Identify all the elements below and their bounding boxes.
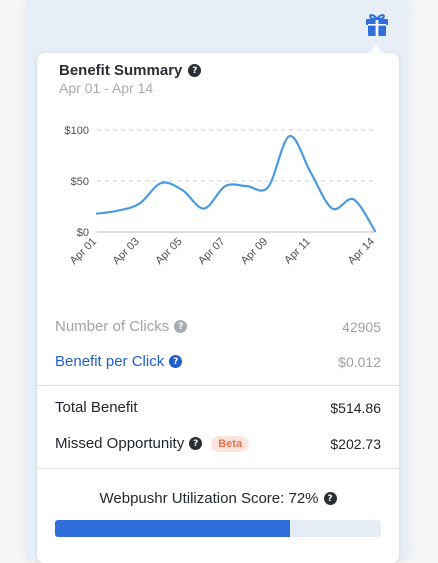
y-tick-label: $0 [77, 227, 89, 239]
help-icon[interactable]: ? [323, 492, 337, 505]
benefit-summary-card: Benefit Summary ? Apr 01 - Apr 14 $0 $50 $… [37, 53, 399, 563]
clicks-row: Number of Clicks ? 42905 [55, 318, 381, 335]
benefit-line-chart: $0 $50 $100 Apr 01 Apr 03 Apr 05 Apr 07 Apr 09 A… [65, 125, 378, 267]
total-benefit-label: Total Benefit [55, 399, 138, 416]
y-tick-label: $100 [65, 125, 89, 137]
x-tick-label: Apr 01 [68, 236, 99, 267]
clicks-label: Number of Clicks [55, 318, 170, 335]
utilization-score-label: Webpushr Utilization Score: 72% [99, 490, 319, 507]
card-title: Benefit Summary [59, 62, 183, 79]
missed-opportunity-label: Missed Opportunity [55, 435, 185, 452]
help-icon[interactable]: ? [188, 64, 202, 77]
x-tick-label: Apr 07 [196, 236, 227, 267]
utilization-score-row: Webpushr Utilization Score: 72% ? [37, 490, 399, 507]
utilization-progress-fill [55, 520, 290, 537]
x-tick-label: Apr 05 [153, 236, 184, 267]
x-tick-label: Apr 03 [110, 236, 141, 267]
help-icon[interactable]: ? [189, 437, 203, 450]
total-benefit-row: Total Benefit $514.86 [55, 399, 381, 416]
utilization-progress-bar [55, 520, 381, 537]
card-header: Benefit Summary ? [59, 62, 202, 79]
series-line [95, 135, 377, 233]
x-tick-label: Apr 09 [239, 236, 270, 267]
x-tick-label: Apr 14 [346, 236, 377, 267]
beta-badge: Beta [211, 435, 250, 452]
divider [37, 385, 399, 386]
date-range: Apr 01 - Apr 14 [59, 80, 154, 96]
help-icon[interactable]: ? [169, 355, 183, 368]
benefit-per-click-value: $0.012 [338, 353, 381, 370]
clicks-value: 42905 [342, 318, 381, 335]
popover-notch [367, 45, 385, 54]
missed-opportunity-row: Missed Opportunity ? Beta $202.73 [55, 435, 381, 452]
y-tick-label: $50 [71, 176, 89, 188]
benefit-per-click-link[interactable]: Benefit per Click [55, 353, 165, 370]
divider [37, 468, 399, 469]
missed-opportunity-value: $202.73 [330, 435, 381, 452]
x-tick-label: Apr 11 [282, 236, 313, 267]
benefit-per-click-row: Benefit per Click ? $0.012 [55, 353, 381, 370]
gift-icon[interactable] [364, 11, 390, 37]
help-icon[interactable]: ? [174, 320, 188, 333]
total-benefit-value: $514.86 [330, 399, 381, 416]
